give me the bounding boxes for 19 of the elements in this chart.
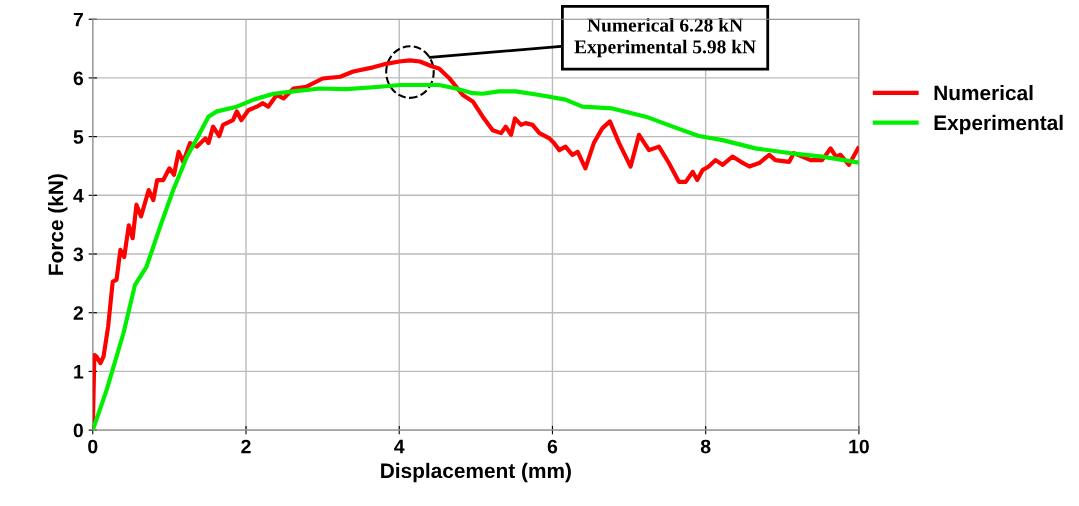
x-tick-label: 8 bbox=[700, 439, 711, 454]
y-tick-label: 3 bbox=[73, 247, 84, 262]
y-tick-label: 2 bbox=[73, 306, 83, 320]
x-tick-label: 0 bbox=[88, 439, 98, 454]
legend-label: Experimental bbox=[934, 114, 1063, 135]
y-tick-label: 0 bbox=[73, 423, 83, 438]
y-tick-label: 5 bbox=[73, 130, 84, 144]
y-tick-label: 4 bbox=[73, 188, 84, 203]
legend-label: Numerical bbox=[934, 84, 1033, 101]
y-tick-label: 1 bbox=[74, 365, 84, 379]
x-axis-title: Displacement (mm) bbox=[381, 462, 571, 483]
x-tick-label: 10 bbox=[849, 439, 869, 454]
y-tick-label: 7 bbox=[73, 12, 83, 27]
x-tick-label: 2 bbox=[241, 439, 251, 454]
x-tick-label: 4 bbox=[394, 439, 405, 454]
y-tick-label: 6 bbox=[73, 71, 84, 86]
x-tick-label: 6 bbox=[547, 439, 558, 454]
y-axis-title: Force (kN) bbox=[47, 174, 68, 275]
annotation: Numerical 6.28 kN Experimental 5.98 kN bbox=[574, 18, 756, 58]
